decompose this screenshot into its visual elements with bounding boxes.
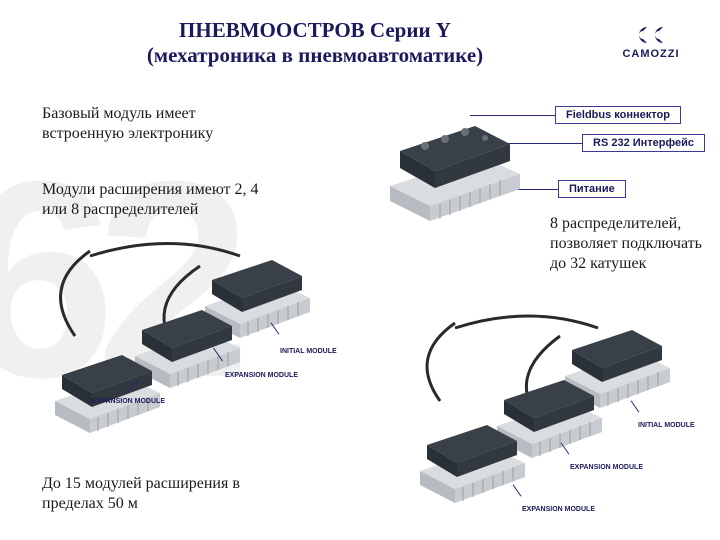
callout-fieldbus: Fieldbus коннектор xyxy=(555,106,681,124)
title-line-2: (мехатроника в пневмоавтоматике) xyxy=(24,43,606,68)
title-line-1: ПНЕВМООСТРОВ Серии Y xyxy=(24,18,606,43)
title-block: ПНЕВМООСТРОВ Серии Y (мехатроника в пнев… xyxy=(24,18,606,68)
callout-power: Питание xyxy=(558,180,626,198)
text-expansion-modules: Модули расширения имеют 2, 4 или 8 распр… xyxy=(42,180,272,220)
label-expansion-3: EXPANSION MODULE xyxy=(570,464,643,471)
label-initial-1: INITIAL MODULE xyxy=(280,348,337,355)
label-expansion-2: EXPANSION MODULE xyxy=(92,398,165,405)
module-cluster-left xyxy=(30,226,350,446)
camozzi-logo: CAMOZZI xyxy=(606,18,696,66)
callout-rs232: RS 232 Интерфейс xyxy=(582,134,705,152)
module-cluster-right xyxy=(400,301,700,521)
label-expansion-1: EXPANSION MODULE xyxy=(225,372,298,379)
module-top-right xyxy=(370,96,540,226)
text-8-distributors: 8 распределителей, позволяет подключать … xyxy=(550,214,710,274)
body-area: Базовый модуль имеет встроенную электрон… xyxy=(0,76,720,526)
logo-text: CAMOZZI xyxy=(622,48,679,60)
text-up-to-15: До 15 модулей расширения в пределах 50 м xyxy=(42,474,292,514)
slide-content: ПНЕВМООСТРОВ Серии Y (мехатроника в пнев… xyxy=(0,0,720,540)
label-initial-2: INITIAL MODULE xyxy=(638,422,695,429)
label-expansion-4: EXPANSION MODULE xyxy=(522,506,595,513)
logo-cc-icon xyxy=(633,24,669,46)
text-base-module: Базовый модуль имеет встроенную электрон… xyxy=(42,104,262,144)
title-row: ПНЕВМООСТРОВ Серии Y (мехатроника в пнев… xyxy=(0,0,720,76)
